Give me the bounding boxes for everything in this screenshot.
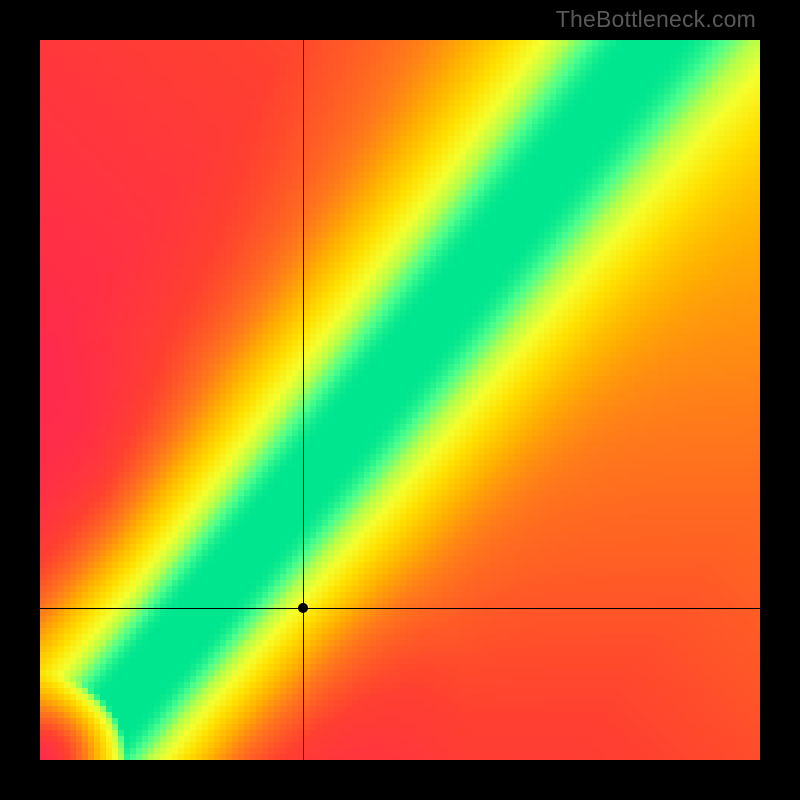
bottleneck-heatmap bbox=[40, 40, 760, 760]
watermark-text: TheBottleneck.com bbox=[556, 6, 756, 33]
chart-frame: TheBottleneck.com bbox=[0, 0, 800, 800]
